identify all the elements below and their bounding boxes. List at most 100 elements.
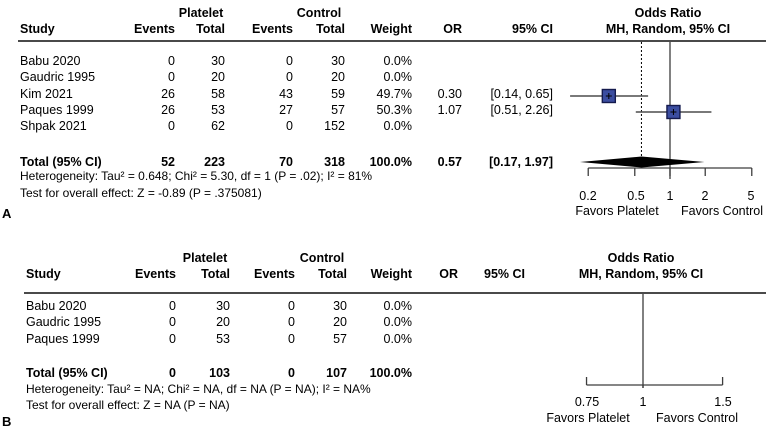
header-rule — [18, 40, 766, 42]
col-header-total-platelet: Total — [201, 267, 230, 281]
events-platelet: 0 — [169, 299, 176, 313]
events-control: 0 — [286, 54, 293, 68]
col-header-events-control: Events — [252, 22, 293, 36]
table-row: Shpak 2021 0 62 0 152 0.0% — [0, 119, 768, 135]
total-row: Total (95% CI) 0 103 0 107 100.0% — [0, 366, 768, 382]
events-control: 43 — [279, 87, 293, 101]
total-weight: 100.0% — [369, 155, 412, 169]
events-platelet: 26 — [161, 87, 175, 101]
total-control: 57 — [333, 332, 347, 346]
overall-effect-text: Test for overall effect: Z = -0.89 (P = … — [20, 186, 262, 200]
ci-value: [0.14, 0.65] — [490, 87, 553, 101]
study-name: Gaudric 1995 — [26, 315, 102, 329]
total-events-platelet: 52 — [161, 155, 175, 169]
table-row: Kim 2021 26 58 43 59 49.7% 0.30 [0.14, 0… — [0, 87, 768, 103]
events-control: 0 — [288, 315, 295, 329]
table-row: Babu 2020 0 30 0 30 0.0% — [0, 54, 768, 70]
total-control: 30 — [333, 299, 347, 313]
total-events-control: 0 — [288, 366, 295, 380]
study-name: Babu 2020 — [20, 54, 81, 68]
table-row: Babu 2020 0 30 0 30 0.0% — [0, 299, 768, 315]
favors-left-label: Favors Platelet — [575, 204, 659, 218]
total-platelet: 58 — [211, 87, 225, 101]
effect-header-line1: Odds Ratio — [634, 6, 702, 20]
events-platelet: 26 — [161, 103, 175, 117]
total-total-platelet: 223 — [204, 155, 225, 169]
events-platelet: 0 — [169, 315, 176, 329]
total-label: Total (95% CI) — [20, 155, 102, 169]
col-header-study: Study — [26, 267, 61, 281]
effect-header-line1: Odds Ratio — [607, 251, 675, 265]
axis-tick-label: 0.5 — [627, 189, 645, 203]
col-header-study: Study — [20, 22, 55, 36]
column-header-row: Study Events Total Events Total Weight O… — [0, 22, 768, 38]
axis-tick-label: 2 — [701, 189, 709, 203]
total-platelet: 30 — [211, 54, 225, 68]
total-total-control: 318 — [324, 155, 345, 169]
weight: 0.0% — [383, 299, 413, 313]
table-row: Gaudric 1995 0 20 0 20 0.0% — [0, 70, 768, 86]
weight: 0.0% — [383, 119, 413, 133]
header-rule — [24, 292, 766, 294]
total-control: 57 — [331, 103, 345, 117]
study-name: Shpak 2021 — [20, 119, 87, 133]
total-platelet: 53 — [216, 332, 230, 346]
table-row: Paques 1999 0 53 0 57 0.0% — [0, 332, 768, 348]
weight: 0.0% — [383, 332, 413, 346]
col-header-total-control: Total — [318, 267, 347, 281]
favors-left-label: Favors Platelet — [546, 411, 630, 425]
events-control: 0 — [286, 70, 293, 84]
heterogeneity-text: Heterogeneity: Tau² = NA; Chi² = NA, df … — [26, 382, 371, 396]
col-header-weight: Weight — [370, 267, 412, 281]
heterogeneity-text: Heterogeneity: Tau² = 0.648; Chi² = 5.30… — [20, 169, 373, 183]
col-header-events-platelet: Events — [135, 267, 176, 281]
or-value: 0.30 — [437, 87, 462, 101]
events-control: 0 — [286, 119, 293, 133]
total-platelet: 53 — [211, 103, 225, 117]
events-platelet: 0 — [168, 119, 175, 133]
total-or: 0.57 — [437, 155, 462, 169]
panel-a-letter: A — [2, 206, 12, 221]
axis-tick-label: 5 — [747, 189, 755, 203]
group-header-platelet: Platelet — [178, 6, 224, 20]
total-control: 152 — [324, 119, 345, 133]
col-header-total-platelet: Total — [196, 22, 225, 36]
total-control: 59 — [331, 87, 345, 101]
events-platelet: 0 — [168, 54, 175, 68]
total-platelet: 20 — [211, 70, 225, 84]
favors-right-label: Favors Control — [681, 204, 763, 218]
weight: 0.0% — [383, 70, 413, 84]
effect-header-line2: MH, Random, 95% CI — [605, 22, 731, 36]
weight: 49.7% — [376, 87, 412, 101]
col-header-or: OR — [443, 22, 462, 36]
total-events-platelet: 0 — [169, 366, 176, 380]
col-header-events-platelet: Events — [134, 22, 175, 36]
favors-right-label: Favors Control — [656, 411, 738, 425]
events-control: 0 — [288, 332, 295, 346]
group-header-platelet: Platelet — [182, 251, 228, 265]
axis-tick-label: 1.5 — [714, 395, 732, 409]
total-label: Total (95% CI) — [26, 366, 108, 380]
axis-tick-label: 0.2 — [579, 189, 597, 203]
total-control: 20 — [331, 70, 345, 84]
weight: 50.3% — [376, 103, 412, 117]
study-name: Paques 1999 — [20, 103, 94, 117]
axis-tick-label: 0.75 — [574, 395, 600, 409]
overall-effect-text: Test for overall effect: Z = NA (P = NA) — [26, 398, 230, 412]
col-header-ci: 95% CI — [484, 267, 525, 281]
col-header-events-control: Events — [254, 267, 295, 281]
axis-tick-label: 1 — [639, 395, 647, 409]
total-total-control: 107 — [326, 366, 347, 380]
column-header-row: Study Events Total Events Total Weight O… — [0, 267, 768, 283]
events-platelet: 0 — [168, 70, 175, 84]
events-platelet: 0 — [169, 332, 176, 346]
total-events-control: 70 — [279, 155, 293, 169]
study-name: Kim 2021 — [20, 87, 73, 101]
col-header-ci: 95% CI — [512, 22, 553, 36]
or-value: 1.07 — [437, 103, 462, 117]
total-platelet: 30 — [216, 299, 230, 313]
total-ci: [0.17, 1.97] — [489, 155, 553, 169]
total-weight: 100.0% — [369, 366, 412, 380]
total-control: 20 — [333, 315, 347, 329]
